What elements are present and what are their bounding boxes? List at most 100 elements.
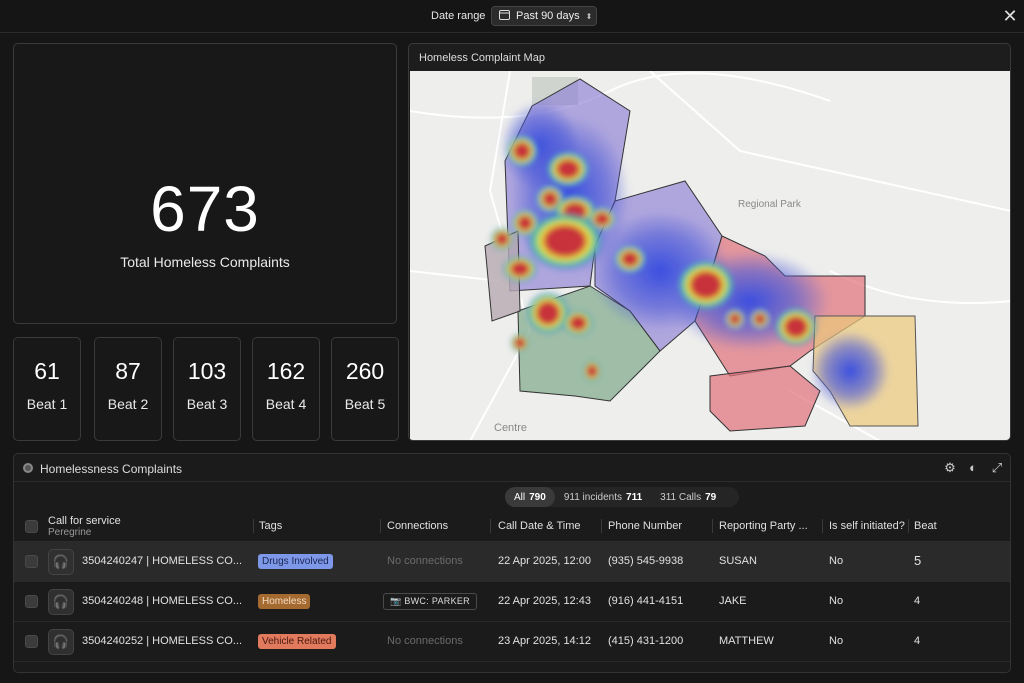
self-initiated: No bbox=[829, 595, 844, 607]
complaint-map-card: Homeless Complaint Map bbox=[408, 43, 1011, 441]
complaints-table-card: Homelessness Complaints ⚙ ◐ ⤢ All 790 91… bbox=[13, 453, 1011, 673]
chevron-updown-icon: ⬍ bbox=[585, 11, 593, 21]
gear-icon: ⚙ bbox=[944, 460, 956, 475]
beat-card[interactable]: 61 Beat 1 bbox=[13, 337, 81, 441]
column-call-sub: Peregrine bbox=[48, 527, 92, 538]
connection-none: No connections bbox=[387, 635, 463, 647]
date-range-value: Past 90 days bbox=[516, 10, 580, 22]
self-initiated: No bbox=[829, 555, 844, 567]
total-complaints-count: 673 bbox=[150, 173, 260, 245]
table-row[interactable]: 🎧 3504240248 | HOMELESS CO... Homeless 📷… bbox=[14, 582, 1010, 622]
connection-chip[interactable]: 📷 BWC: PARKER bbox=[383, 593, 477, 610]
camera-icon: 📷 bbox=[390, 596, 402, 606]
segment-all[interactable]: All 790 bbox=[505, 487, 555, 507]
expand-icon: ⤢ bbox=[991, 460, 1003, 475]
status-dot-icon bbox=[23, 463, 33, 473]
column-phone[interactable]: Phone Number bbox=[608, 520, 682, 532]
call-date: 22 Apr 2025, 12:43 bbox=[498, 595, 591, 607]
column-separator bbox=[712, 519, 713, 533]
calendar-icon bbox=[499, 9, 510, 23]
beat-region-southeast[interactable] bbox=[709, 365, 821, 432]
beat-count: 162 bbox=[266, 358, 306, 384]
phone-number: (935) 545-9938 bbox=[608, 555, 684, 567]
contrast-icon: ◐ bbox=[969, 460, 977, 475]
beat-card[interactable]: 87 Beat 2 bbox=[94, 337, 162, 441]
reporting-party: MATTHEW bbox=[719, 635, 774, 647]
call-id: 3504240247 | HOMELESS CO... bbox=[82, 555, 242, 567]
column-separator bbox=[908, 519, 909, 533]
map-title: Homeless Complaint Map bbox=[419, 52, 545, 64]
call-date: 23 Apr 2025, 14:12 bbox=[498, 635, 591, 647]
column-separator bbox=[822, 519, 823, 533]
beat-label: Beat 5 bbox=[344, 396, 386, 412]
column-call-for-service[interactable]: Call for service bbox=[48, 515, 121, 527]
column-reporting-party[interactable]: Reporting Party ... bbox=[719, 520, 808, 532]
column-connections[interactable]: Connections bbox=[387, 520, 449, 532]
connection-none: No connections bbox=[387, 555, 463, 567]
beat-count: 103 bbox=[187, 358, 227, 384]
column-separator bbox=[253, 519, 254, 533]
expand-button[interactable]: ⤢ bbox=[989, 460, 1005, 476]
beat-card[interactable]: 103 Beat 3 bbox=[173, 337, 241, 441]
row-checkbox[interactable] bbox=[25, 595, 38, 608]
heatmap[interactable]: Regional Park Centre bbox=[410, 71, 1010, 440]
column-call-date[interactable]: Call Date & Time bbox=[498, 520, 581, 532]
beat-count: 260 bbox=[345, 358, 385, 384]
call-id: 3504240248 | HOMELESS CO... bbox=[82, 595, 242, 607]
tag-badge: Drugs Involved bbox=[258, 554, 333, 569]
close-button[interactable]: ✕ bbox=[1000, 6, 1020, 26]
segment-311-calls[interactable]: 311 Calls 79 bbox=[651, 487, 725, 507]
row-checkbox[interactable] bbox=[25, 555, 38, 568]
table-column-headers: Call for service Peregrine Tags Connecti… bbox=[14, 512, 1010, 542]
beat-label: Beat 4 bbox=[265, 396, 307, 412]
segment-911-incidents[interactable]: 911 incidents 711 bbox=[555, 487, 651, 507]
beat-value: 4 bbox=[914, 595, 921, 607]
beat-label: Beat 3 bbox=[186, 396, 228, 412]
map-label-centre: Centre bbox=[494, 422, 528, 434]
phone-number: (916) 441-4151 bbox=[608, 595, 684, 607]
date-range-label: Date range bbox=[431, 10, 486, 22]
headset-icon: 🎧 bbox=[48, 589, 74, 615]
table-row[interactable]: 🎧 3504240247 | HOMELESS CO... Drugs Invo… bbox=[14, 542, 1010, 582]
connection-label: BWC: PARKER bbox=[404, 596, 470, 606]
beat-value: 4 bbox=[914, 635, 921, 647]
beat-label: Beat 2 bbox=[107, 396, 149, 412]
self-initiated: No bbox=[829, 635, 844, 647]
column-separator bbox=[380, 519, 381, 533]
segment-count: 790 bbox=[529, 491, 546, 503]
column-beat[interactable]: Beat bbox=[914, 520, 937, 532]
column-self-initiated[interactable]: Is self initiated? bbox=[829, 520, 905, 532]
map-label-park: Regional Park bbox=[738, 199, 801, 210]
segment-count: 711 bbox=[626, 491, 643, 503]
segment-label: 911 incidents bbox=[563, 491, 623, 503]
phone-number: (415) 431-1200 bbox=[608, 635, 684, 647]
row-checkbox[interactable] bbox=[25, 635, 38, 648]
table-row[interactable]: 🎧 3504240252 | HOMELESS CO... Vehicle Re… bbox=[14, 622, 1010, 662]
theme-toggle-button[interactable]: ◐ bbox=[965, 460, 981, 476]
tag-badge: Homeless bbox=[258, 594, 311, 609]
column-tags[interactable]: Tags bbox=[259, 520, 283, 532]
column-separator bbox=[490, 519, 491, 533]
close-icon: ✕ bbox=[1002, 6, 1018, 26]
segment-count: 79 bbox=[705, 491, 717, 503]
settings-button[interactable]: ⚙ bbox=[942, 460, 958, 476]
filter-segmented-control: All 790 911 incidents 711 311 Calls 79 bbox=[505, 487, 739, 507]
call-id: 3504240252 | HOMELESS CO... bbox=[82, 635, 242, 647]
total-complaints-label: Total Homeless Complaints bbox=[120, 254, 290, 270]
beat-count: 61 bbox=[34, 358, 60, 384]
segment-label: 311 Calls bbox=[660, 491, 702, 503]
reporting-party: JAKE bbox=[719, 595, 747, 607]
heatmap-svg bbox=[410, 71, 1010, 440]
beat-count: 87 bbox=[115, 358, 141, 384]
call-date: 22 Apr 2025, 12:00 bbox=[498, 555, 591, 567]
segment-label: All bbox=[514, 491, 526, 503]
beat-value: 5 bbox=[914, 553, 922, 568]
heat-blobs bbox=[490, 101, 890, 411]
date-range-select[interactable]: Past 90 days ⬍ bbox=[491, 6, 597, 26]
select-all-checkbox[interactable] bbox=[25, 520, 38, 533]
headset-icon: 🎧 bbox=[48, 549, 74, 575]
beat-card[interactable]: 162 Beat 4 bbox=[252, 337, 320, 441]
beat-card[interactable]: 260 Beat 5 bbox=[331, 337, 399, 441]
table-title: Homelessness Complaints bbox=[40, 462, 183, 476]
headset-icon: 🎧 bbox=[48, 629, 74, 655]
